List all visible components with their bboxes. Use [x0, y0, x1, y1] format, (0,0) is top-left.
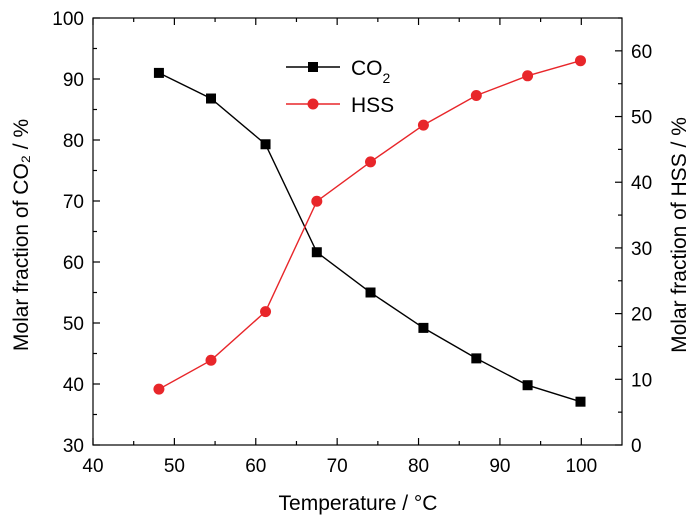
data-point-hss	[260, 306, 272, 318]
y-left-tick-label: 60	[63, 253, 84, 274]
legend-marker-hss	[307, 98, 319, 110]
y-right-tick-label: 20	[631, 305, 652, 326]
y-axis-label-right: Molar fraction of HSS / %	[668, 117, 691, 353]
y-left-tick-label: 30	[63, 436, 84, 457]
data-point-hss	[522, 70, 534, 82]
data-point-co2	[471, 353, 482, 364]
y-left-tick-label: 100	[52, 9, 84, 30]
y-right-tick-label: 0	[631, 436, 642, 457]
data-point-co2	[153, 67, 164, 78]
y-left-tick-label: 80	[63, 131, 84, 152]
data-point-co2	[206, 93, 217, 104]
data-point-hss	[153, 383, 165, 395]
data-point-co2	[260, 139, 271, 150]
data-point-hss	[470, 90, 482, 102]
x-tick-label: 40	[82, 456, 103, 477]
series-layer	[153, 55, 586, 407]
y-right-tick-label: 40	[631, 173, 652, 194]
data-point-hss	[365, 156, 377, 168]
x-tick-label: 90	[489, 456, 510, 477]
legend: CO2 HSS	[286, 57, 394, 117]
series-line-co2	[158, 72, 581, 403]
data-point-co2	[418, 322, 429, 333]
data-point-co2	[311, 247, 322, 258]
legend-label-co2: CO2	[351, 57, 391, 86]
data-point-hss	[205, 354, 217, 366]
x-axis-label: Temperature / °C	[279, 492, 438, 515]
data-point-hss	[574, 55, 586, 67]
data-point-co2	[522, 380, 533, 391]
data-point-co2	[575, 396, 586, 407]
x-tick-label: 100	[565, 456, 597, 477]
y-left-tick-label: 90	[63, 70, 84, 91]
data-point-co2	[365, 287, 376, 298]
x-tick-label: 60	[245, 456, 266, 477]
y-left-tick-label: 50	[63, 314, 84, 335]
y-left-tick-label: 70	[63, 192, 84, 213]
x-tick-label: 50	[164, 456, 185, 477]
data-point-hss	[311, 195, 323, 207]
data-point-hss	[417, 119, 429, 131]
y-left-tick-label: 40	[63, 375, 84, 396]
x-tick-label: 80	[408, 456, 429, 477]
legend-marker-co2	[308, 62, 318, 72]
y-right-tick-label: 60	[631, 42, 652, 63]
x-tick-label: 70	[327, 456, 348, 477]
legend-label-hss: HSS	[351, 94, 394, 117]
y-right-tick-label: 30	[631, 239, 652, 260]
axes-layer: 40 50 60 70 80 90 1003040506070809010001020304…	[52, 9, 652, 477]
legend-subscript: 2	[383, 70, 391, 86]
y-axis-label-left: Molar fraction of CO₂ / %	[10, 119, 33, 351]
y-right-tick-label: 10	[631, 370, 652, 391]
y-right-tick-label: 50	[631, 108, 652, 129]
